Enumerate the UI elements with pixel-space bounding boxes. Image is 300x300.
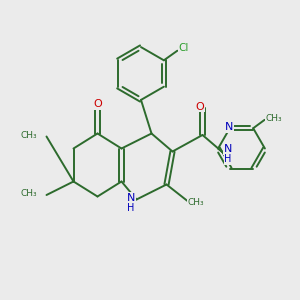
Text: O: O [195, 101, 204, 112]
Text: H: H [128, 203, 135, 213]
Text: CH₃: CH₃ [20, 189, 37, 198]
Text: CH₃: CH₃ [188, 198, 204, 207]
Text: H: H [224, 154, 232, 164]
Text: CH₃: CH₃ [20, 130, 37, 140]
Text: CH₃: CH₃ [265, 114, 282, 123]
Text: Cl: Cl [179, 43, 189, 53]
Text: N: N [127, 193, 135, 203]
Text: O: O [93, 99, 102, 109]
Text: N: N [225, 122, 233, 132]
Text: N: N [224, 144, 232, 154]
